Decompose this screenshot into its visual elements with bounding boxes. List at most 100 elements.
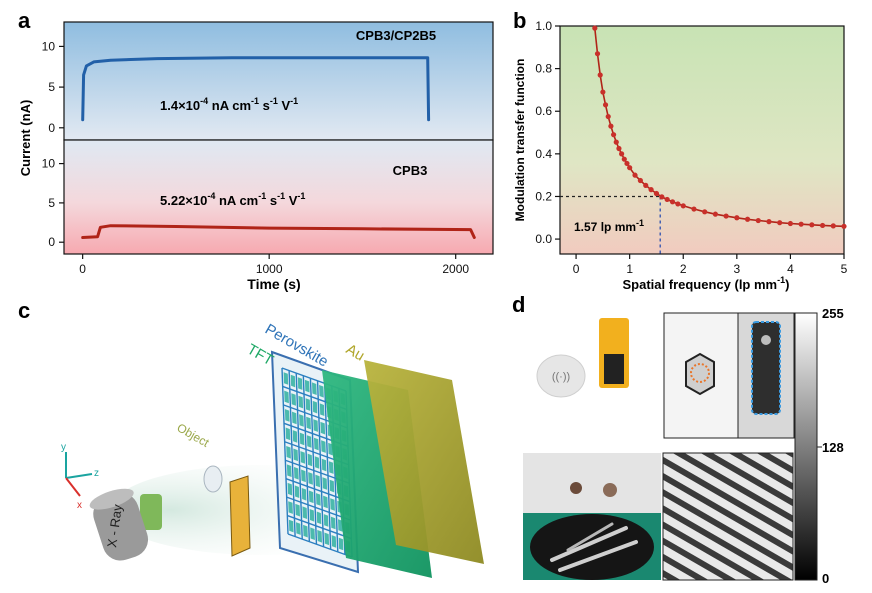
panel-a-xtick-label: 0: [79, 262, 86, 276]
tft-label: TFT: [244, 341, 276, 369]
tft-pixel: [319, 403, 325, 416]
colorbar-min-label: 0: [822, 571, 829, 586]
tft-pixel: [316, 493, 321, 506]
tft-pixel: [303, 524, 308, 538]
tft-pixel: [293, 448, 298, 462]
tft-pixel: [284, 390, 289, 404]
tft-pixel: [330, 498, 335, 511]
mtf-point: [712, 211, 718, 217]
tft-pixel: [287, 482, 293, 496]
panel-b-ytick-label: 0.8: [535, 62, 552, 76]
tft-pixel: [314, 456, 320, 469]
panel-a-ytick-label: 0: [48, 121, 55, 135]
tft-pixel: [323, 514, 329, 527]
mtf-point: [627, 165, 633, 171]
panel-a-xtick-label: 2000: [442, 262, 469, 276]
panel-b-xtick-label: 2: [680, 262, 687, 276]
xray-tool-hole: [761, 335, 771, 345]
axis-x-line: [65, 477, 81, 497]
object-washer: [203, 465, 223, 493]
mtf-point: [608, 123, 614, 129]
mtf-point: [809, 222, 815, 228]
tft-pixel: [304, 379, 310, 393]
panel-c-schematic: y z x X - Ray Object Perovskite Au TFT: [61, 321, 484, 578]
panel-b-plot-area: [559, 25, 845, 255]
tft-pixel: [297, 377, 303, 390]
tft-pixel: [322, 477, 328, 490]
mtf-point: [777, 220, 783, 226]
tft-pixel: [290, 374, 296, 388]
tft-pixel: [294, 467, 299, 480]
panel-a-ytick-label: 0: [48, 235, 55, 249]
tft-grid-line: [286, 496, 351, 521]
mtf-point: [841, 223, 847, 229]
panel-a-bottom-plot-area: [63, 139, 494, 255]
panel-b-xtick-label: 4: [787, 262, 794, 276]
tft-pixel: [283, 372, 289, 385]
tft-pixel: [317, 530, 322, 543]
mtf-point: [653, 190, 660, 197]
tft-grid-line: [281, 367, 289, 535]
tft-pixel: [295, 503, 300, 517]
series-label-cpb3: CPB3: [393, 163, 428, 178]
tft-pixel: [296, 522, 301, 535]
wifi-icon: ((·)): [552, 371, 570, 383]
panel-d-label: d: [512, 292, 525, 317]
photo-screw-long-3: [566, 522, 614, 552]
tft-pixel: [300, 451, 306, 464]
tft-pixel: [316, 511, 322, 525]
xray-nozzle: [140, 494, 162, 530]
tft-pixel: [298, 395, 304, 409]
tft-pixel: [288, 519, 294, 533]
tft-pixel: [302, 506, 308, 519]
tft-pixel: [305, 398, 311, 411]
mtf-point: [680, 203, 686, 209]
mtf-point: [691, 206, 697, 212]
panel-a-xlabel: Time (s): [247, 276, 300, 292]
tft-pixel: [321, 458, 327, 472]
panel-b-xtick-label: 1: [626, 262, 633, 276]
panel-a-chart: 0 5 10 0 5 10 0 1000 2000: [42, 39, 476, 276]
xray-hex-outline: [685, 352, 715, 396]
au-layer: [364, 360, 484, 564]
tft-pixel: [312, 400, 318, 414]
xray-tool-highlight: [751, 321, 781, 415]
tft-pixel: [309, 509, 315, 522]
mtf-point: [600, 89, 606, 95]
mtf-point: [594, 51, 601, 57]
photo-screw-long-1: [550, 526, 628, 562]
tft-pixel: [286, 464, 292, 477]
axis-z-label: z: [94, 468, 99, 479]
mtf-point: [597, 72, 603, 78]
xray-image-screws: [662, 452, 794, 581]
tft-pixel: [284, 409, 290, 422]
panel-a-top-plot-area: [63, 21, 494, 141]
mtf-point: [624, 160, 630, 167]
xray-hex-highlight: [690, 363, 710, 383]
tft-grid-line: [323, 383, 332, 550]
tft-pixel: [285, 427, 291, 441]
tft-grid-line: [316, 380, 325, 547]
tft-pixel: [312, 382, 317, 395]
mtf-point: [702, 209, 708, 215]
panel-b-ytick-label: 0.6: [535, 104, 552, 118]
panel-a-ylabel: Current (nA): [18, 100, 33, 177]
tft-pixel: [292, 430, 298, 443]
mtf-point: [755, 217, 761, 224]
photo-screws: [523, 453, 661, 513]
tft-pixel: [292, 411, 297, 425]
photo-screw-1: [570, 482, 582, 494]
mtf-point: [637, 177, 643, 184]
photo-dish: [530, 514, 654, 580]
mtf-point: [675, 201, 681, 207]
tft-pixel: [319, 385, 324, 398]
colorbar-max-label: 255: [822, 306, 844, 321]
tft-grid-line: [288, 370, 296, 537]
colorbar-mid-label: 128: [822, 440, 844, 455]
mtf-point: [744, 216, 751, 222]
tft-pixel: [306, 435, 312, 448]
panel-b-xlabel: Spatial frequency (lp mm-1): [623, 275, 790, 292]
series-label-cpb3-cp2b5: CPB3/CP2B5: [356, 28, 436, 43]
tft-pixel: [315, 474, 320, 488]
au-label: Au: [343, 341, 367, 365]
